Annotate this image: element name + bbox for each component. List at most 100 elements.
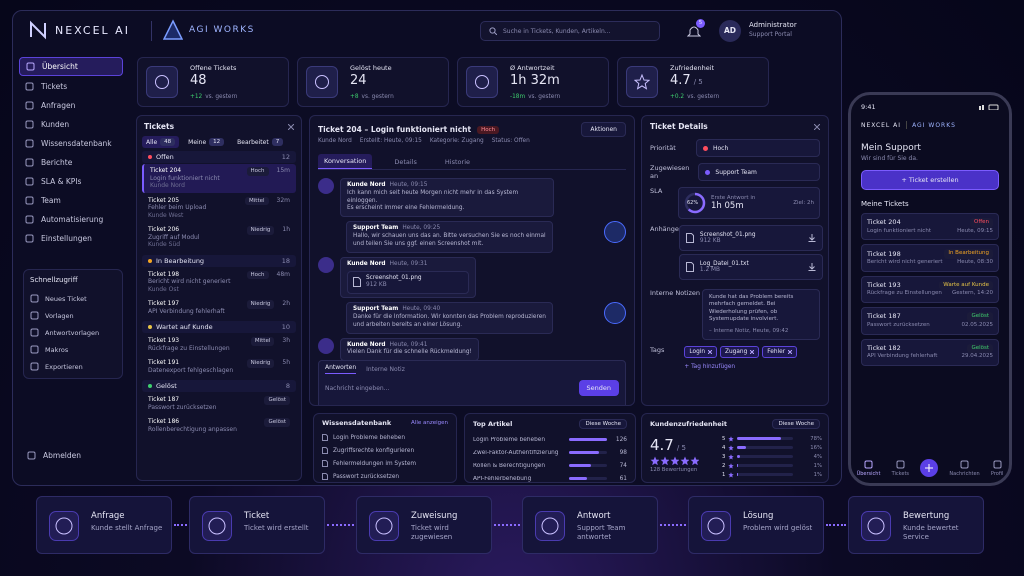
attachment[interactable]: Screenshot_01.png 912 KB [347, 270, 469, 295]
phone-ticket[interactable]: Ticket 182 Gelöst API Verbindung fehlerhaf… [861, 338, 999, 366]
ticket-item[interactable]: Ticket 197 API Verbindung fehlerhaft Niedr… [142, 297, 296, 318]
file-name: Screenshot_01.png [366, 274, 422, 281]
distribution-row: 3 4% [722, 452, 822, 461]
file-icon [322, 460, 328, 467]
tab[interactable]: Profil [991, 460, 1003, 477]
quick-item[interactable]: Exportieren [30, 358, 116, 375]
article[interactable]: Login Probleme beheben [322, 431, 448, 444]
message-line: und teilen Sie uns ggf. einen Screenshot… [353, 240, 484, 247]
tab[interactable]: Übersicht [857, 460, 880, 477]
nav-item[interactable]: Einstellungen [19, 230, 123, 247]
quick-item[interactable]: Makros [30, 341, 116, 358]
detail-value[interactable]: Support Team [698, 163, 820, 181]
notes-text: Kunde hat das Problem bereits mehrfach g… [709, 294, 794, 323]
ticket-tab[interactable]: Bearbeitet 7 [233, 136, 287, 148]
search-placeholder: Suche in Tickets, Kunden, Artikeln... [503, 27, 611, 35]
distribution: 5 78% 4 16% 3 4% 2 1% 1 1% [722, 434, 822, 479]
ticket-item[interactable]: Ticket 206 Zugriff auf Modul Kunde Süd Nied… [142, 223, 296, 252]
nav-item[interactable]: Wissensdatenbank [19, 135, 123, 152]
tab[interactable]: Tickets [892, 460, 909, 477]
star [670, 456, 679, 465]
ticket-item[interactable]: Ticket 198 Bericht wird nicht generiert Ku… [142, 268, 296, 297]
detail-value[interactable]: Hoch [696, 139, 820, 157]
article[interactable]: Zugriffsrechte konfigurieren [322, 444, 448, 457]
quick-item[interactable]: Vorlagen [30, 307, 116, 324]
add-button[interactable] [920, 459, 939, 477]
quick-item[interactable]: Neues Ticket [30, 290, 116, 307]
logout[interactable]: Abmelden [21, 447, 121, 464]
tag[interactable]: Login [684, 346, 718, 359]
nav-item[interactable]: Übersicht [19, 57, 123, 76]
create-ticket-button[interactable]: + Ticket erstellen [861, 170, 999, 190]
ticket-top: Ticket 193 Warte auf Kunde [867, 280, 993, 291]
reply-placeholder[interactable]: Nachricht eingeben... [325, 384, 390, 392]
nav-item[interactable]: Kunden [19, 116, 123, 133]
status-label: Gelöst [971, 344, 989, 351]
ticket-item[interactable]: Ticket 193 Rückfrage zu Einstellungen Mitt… [142, 334, 296, 355]
message-head: Kunde Nord Heute, 09:15 [347, 182, 547, 190]
ticket-subject: Passwort zurücksetzen [867, 321, 930, 328]
nav-item[interactable]: Tickets [19, 78, 123, 95]
tab-count: 48 [160, 138, 176, 146]
sla-arc [684, 192, 706, 214]
conversation-tab[interactable]: Historie [444, 157, 471, 166]
actions-button[interactable]: Aktionen [581, 122, 626, 137]
conversation-tab[interactable]: Konversation [318, 154, 373, 169]
article[interactable]: Fehlermeldungen im System [322, 457, 448, 470]
icon [27, 451, 36, 460]
send-button[interactable]: Senden [578, 380, 619, 396]
phone-ticket[interactable]: Ticket 193 Warte auf Kunde Rückfrage zu Ei… [861, 275, 999, 304]
period-select[interactable]: Diese Woche [579, 419, 627, 429]
ticket-item[interactable]: Ticket 204 Login funktioniert nicht Kunde … [142, 164, 296, 193]
phone-ticket[interactable]: Ticket 187 Gelöst Passwort zurücksetzen 02.… [861, 307, 999, 335]
nav-item[interactable]: SLA & KPIs [19, 173, 123, 190]
process-flow: Anfrage Kunde stellt Anfrage Ticket Ticket … [0, 496, 1024, 558]
ticket-group[interactable]: Offen 12 [142, 151, 296, 163]
ticket-item[interactable]: Ticket 187 Passwort zurücksetzen Gelöst [142, 393, 296, 414]
phone-ticket[interactable]: Ticket 204 Offen Login funktioniert nicht H… [861, 213, 999, 241]
attachment[interactable]: Screenshot_01.png 912 KB [678, 225, 823, 251]
article-count: 74 [619, 462, 627, 469]
nav-item[interactable]: Automatisierung [19, 211, 123, 228]
nav-item[interactable]: Team [19, 192, 123, 209]
bar-track [737, 437, 794, 440]
ticket-tab[interactable]: Alle 48 [142, 136, 180, 148]
flow-title: Anfrage [91, 511, 125, 521]
add-tag[interactable]: + Tag hinzufügen [684, 364, 736, 371]
kpi-delta-note: vs. gestern [361, 94, 394, 100]
user-avatar[interactable]: AD [719, 20, 741, 42]
partner-text: AGI WORKS [912, 121, 956, 129]
ticket-group[interactable]: Wartet auf Kunde 10 [142, 321, 296, 333]
meta-item: Status: Offen [491, 138, 530, 144]
tag[interactable]: Zugang [720, 346, 760, 359]
reply-tab[interactable]: Antworten [325, 364, 357, 374]
icon [30, 294, 39, 303]
ticket-customer: Kunde Ost [148, 285, 179, 293]
period-select[interactable]: Diese Woche [772, 419, 820, 429]
search[interactable]: Suche in Tickets, Kunden, Artikeln... [480, 21, 660, 41]
link[interactable]: Alle anzeigen [411, 420, 448, 426]
notifications[interactable]: 5 [686, 19, 705, 39]
star [650, 456, 659, 465]
avatar [318, 256, 334, 273]
ticket-group[interactable]: In Bearbeitung 18 [142, 254, 296, 267]
article[interactable]: Passwort zurücksetzen [322, 470, 448, 482]
priority-badge: Mittel [250, 337, 275, 346]
nav-item[interactable]: Anfragen [19, 97, 123, 114]
phone-ticket[interactable]: Ticket 198 In Bearbeitung Bericht wird nic… [861, 244, 999, 272]
message-time: Heute, 09:15 [389, 182, 428, 188]
ticket-tab[interactable]: Meine 12 [184, 136, 228, 148]
conversation-tab[interactable]: Details [394, 157, 417, 166]
ticket-item[interactable]: Ticket 191 Datenexport fehlgeschlagen Nied… [142, 356, 296, 377]
nav-item[interactable]: Berichte [19, 154, 123, 171]
quick-item[interactable]: Antwortvorlagen [30, 324, 116, 341]
attachment[interactable]: Log_Datei_01.txt 1.2 MB [678, 254, 823, 280]
ticket-group[interactable]: Gelöst 8 [142, 380, 296, 392]
ticket-date: 02.05.2025 [961, 321, 994, 328]
tab[interactable]: Nachrichten [949, 460, 980, 477]
reply-tab[interactable]: Interne Notiz [366, 365, 405, 373]
ticket-item[interactable]: Ticket 205 Fehler beim Upload Kunde West Mi… [142, 194, 296, 223]
ticket-item[interactable]: Ticket 186 Rollenberechtigung anpassen Gel… [142, 415, 296, 436]
nav-label: Berichte [41, 158, 73, 167]
tag[interactable]: Fehler [762, 346, 798, 359]
